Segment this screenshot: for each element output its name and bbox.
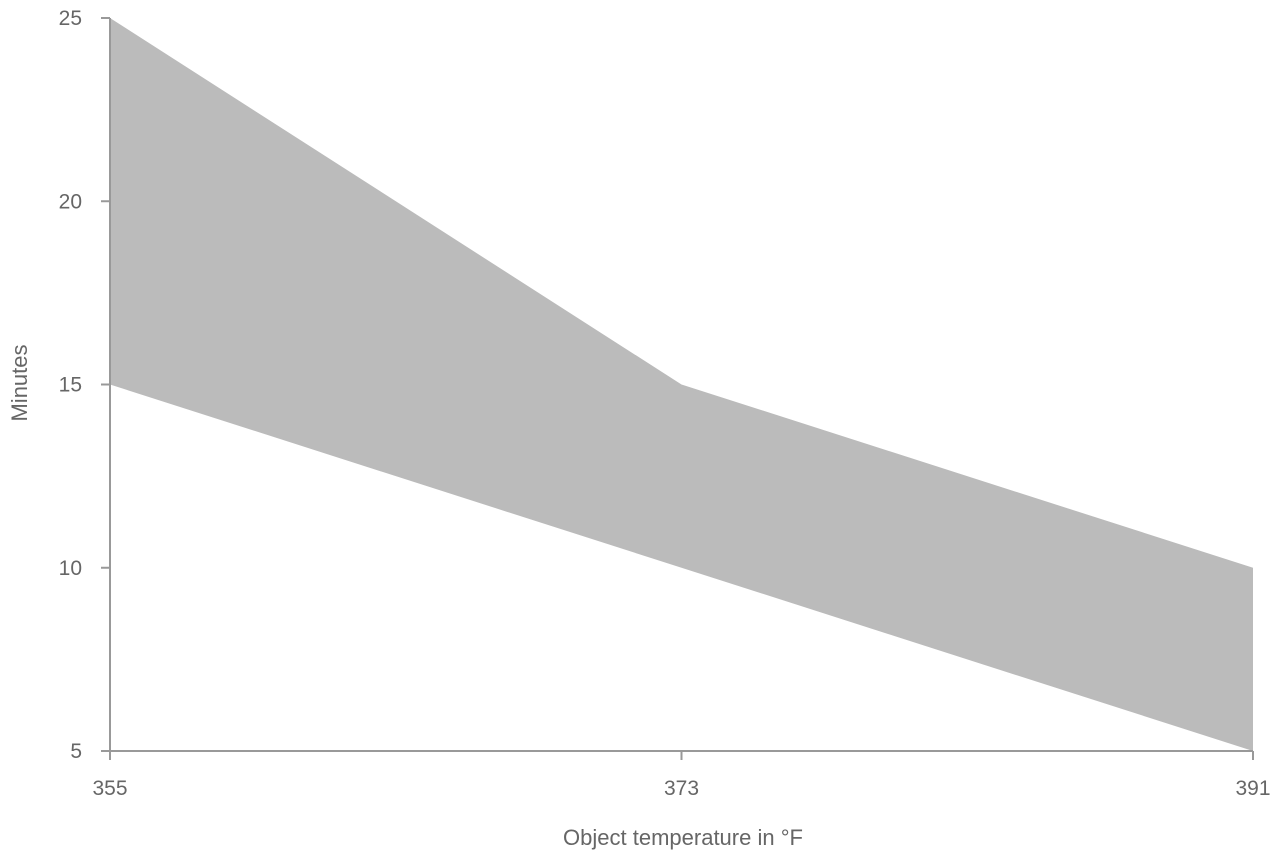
y-tick-label: 15 — [59, 374, 82, 397]
y-tick-label: 10 — [59, 557, 82, 580]
x-tick-label: 391 — [1235, 777, 1270, 800]
plot-area — [110, 18, 1253, 751]
x-axis-label: Object temperature in °F — [563, 825, 803, 850]
y-tick-label: 25 — [59, 7, 82, 30]
y-tick-label: 5 — [70, 740, 82, 763]
range-band — [110, 18, 1253, 751]
x-tick-label: 355 — [92, 777, 127, 800]
x-tick-label: 373 — [664, 777, 699, 800]
y-tick-label: 20 — [59, 190, 82, 213]
ticks: 5 10 15 20 25 355 373 391 — [59, 7, 1271, 800]
y-axis-label: Minutes — [7, 344, 32, 421]
